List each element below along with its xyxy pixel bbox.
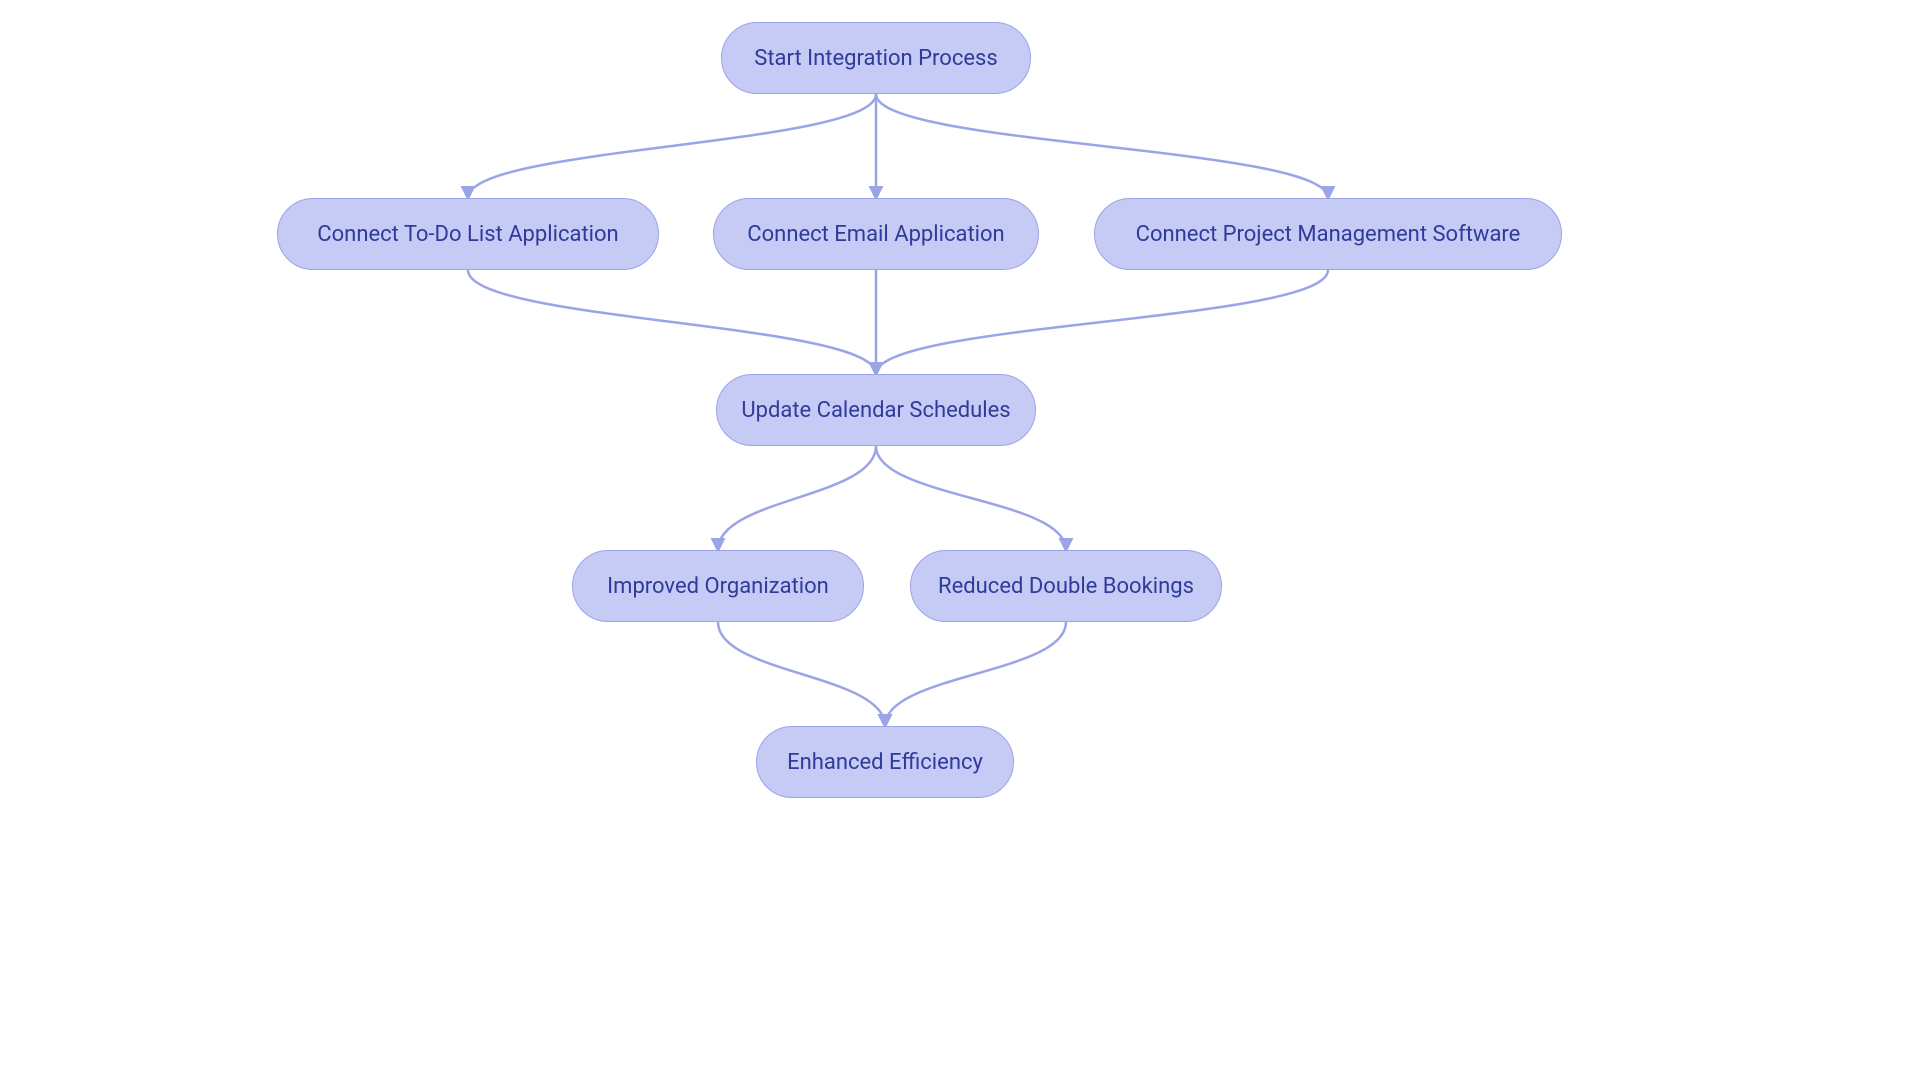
node-label: Improved Organization bbox=[607, 574, 829, 599]
edge-dbook-eff bbox=[885, 622, 1066, 726]
node-email: Connect Email Application bbox=[713, 198, 1039, 270]
node-start: Start Integration Process bbox=[721, 22, 1031, 94]
edge-org-eff bbox=[718, 622, 885, 726]
node-cal: Update Calendar Schedules bbox=[716, 374, 1036, 446]
node-label: Connect Email Application bbox=[747, 222, 1004, 247]
node-label: Update Calendar Schedules bbox=[741, 398, 1010, 423]
node-todo: Connect To-Do List Application bbox=[277, 198, 659, 270]
node-label: Connect Project Management Software bbox=[1136, 222, 1521, 247]
node-label: Reduced Double Bookings bbox=[938, 574, 1194, 599]
node-eff: Enhanced Efficiency bbox=[756, 726, 1014, 798]
node-label: Enhanced Efficiency bbox=[787, 750, 983, 775]
edge-cal-dbook bbox=[876, 446, 1066, 550]
edge-start-todo bbox=[468, 94, 876, 198]
node-label: Connect To-Do List Application bbox=[317, 222, 618, 247]
edge-start-pm bbox=[876, 94, 1328, 198]
node-label: Start Integration Process bbox=[754, 46, 997, 71]
edge-pm-cal bbox=[876, 270, 1328, 374]
node-dbook: Reduced Double Bookings bbox=[910, 550, 1222, 622]
node-pm: Connect Project Management Software bbox=[1094, 198, 1562, 270]
edge-cal-org bbox=[718, 446, 876, 550]
edge-todo-cal bbox=[468, 270, 876, 374]
flowchart-canvas: Start Integration Process Connect To-Do L… bbox=[192, 0, 1728, 867]
node-org: Improved Organization bbox=[572, 550, 864, 622]
